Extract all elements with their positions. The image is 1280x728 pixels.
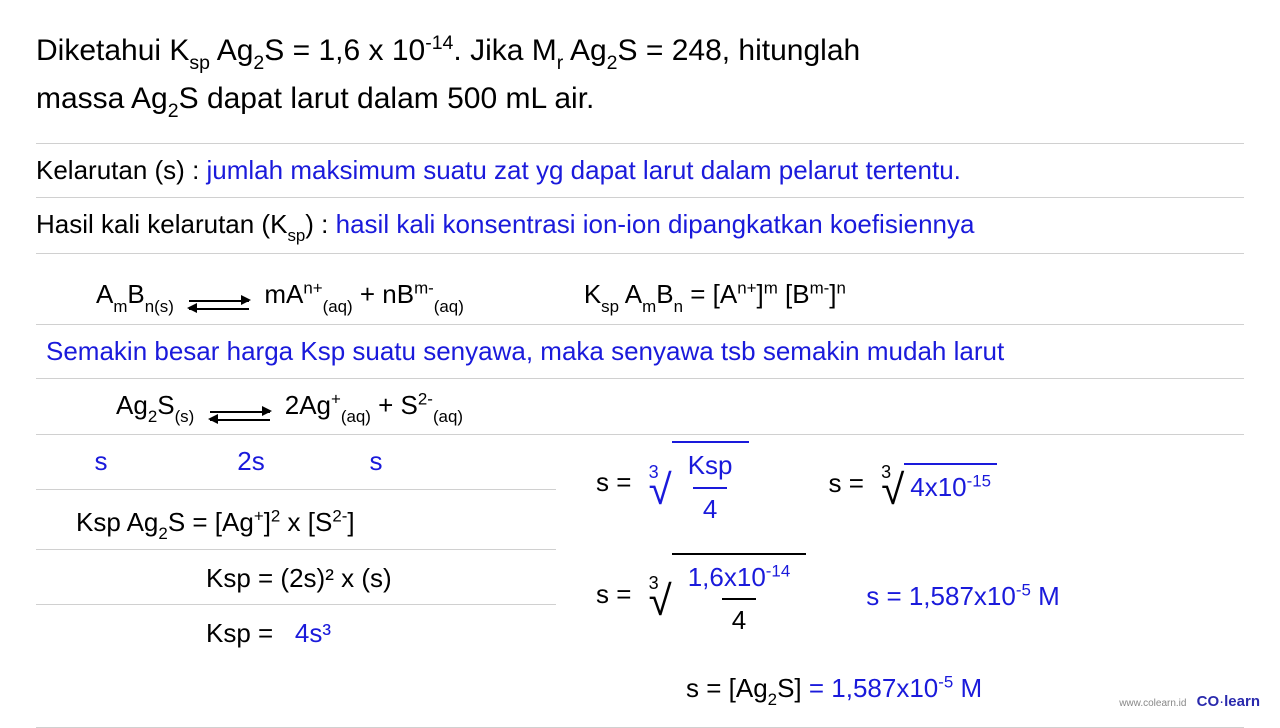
- ag2s-equilibrium: Ag2S(s) 2Ag+(aq) + S2-(aq): [36, 383, 1244, 430]
- definition-ksp: Hasil kali kelarutan (Ksp) : hasil kali …: [36, 202, 1244, 249]
- calc-block: s 2s s Ksp Ag2S = [Ag+]2 x [S2-] Ksp = (…: [36, 439, 1244, 713]
- rule-text: Semakin besar harga Ksp suatu senyawa, m…: [36, 329, 1244, 375]
- general-equilibrium: AmBn(s) mAn+(aq) + nBm-(aq) Ksp AmBn = […: [36, 272, 1244, 319]
- problem-statement: Diketahui Ksp Ag2S = 1,6 x 10-14. Jika M…: [36, 28, 1244, 125]
- definition-kelarutan: Kelarutan (s) : jumlah maksimum suatu za…: [36, 148, 1244, 194]
- footer-brand: www.colearn.id CO·learn: [1119, 693, 1260, 710]
- worksheet: Diketahui Ksp Ag2S = 1,6 x 10-14. Jika M…: [0, 0, 1280, 728]
